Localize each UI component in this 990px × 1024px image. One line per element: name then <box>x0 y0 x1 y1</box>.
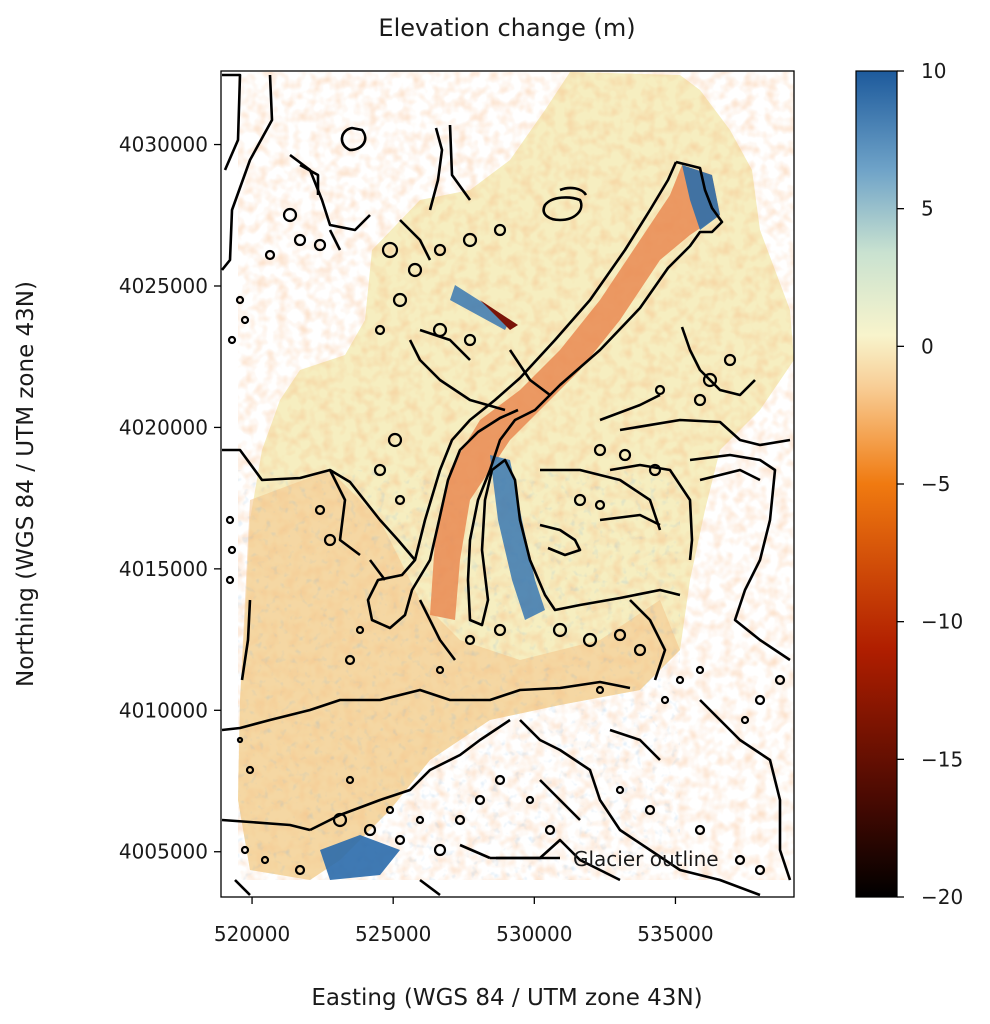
colorbar-gradient <box>855 70 898 898</box>
colorbar-ticks: 10 5 0 −5 −10 −15 −20 <box>897 59 963 909</box>
elevation-change-raster <box>238 72 794 880</box>
map-panel: Glacier outline <box>221 71 794 897</box>
colorbar-tick-label: −20 <box>921 885 963 909</box>
colorbar-tick-label: −15 <box>921 747 963 771</box>
map-legend: Glacier outline <box>496 847 719 871</box>
y-tick-label: 4025000 <box>119 274 208 298</box>
y-axis: 4030000 4025000 4020000 4015000 4010000 40050… <box>119 133 221 864</box>
x-axis: 520000 525000 530000 535000 <box>214 897 714 946</box>
y-tick-label: 4020000 <box>119 415 208 439</box>
legend-label-glacier-outline: Glacier outline <box>573 847 719 871</box>
y-tick-label: 4005000 <box>119 840 208 864</box>
plot-frame <box>220 70 795 898</box>
x-axis-label: Easting (WGS 84 / UTM zone 43N) <box>311 985 702 1011</box>
y-tick-label: 4010000 <box>119 698 208 722</box>
y-axis-label: Northing (WGS 84 / UTM zone 43N) <box>13 281 39 687</box>
colorbar-tick-label: 5 <box>921 197 934 221</box>
colorbar-tick-label: 10 <box>921 59 946 83</box>
x-tick-label: 535000 <box>637 922 713 946</box>
colorbar-tick-label: −5 <box>921 472 950 496</box>
y-tick-label: 4030000 <box>119 133 208 157</box>
x-tick-label: 520000 <box>214 922 290 946</box>
colorbar-tick-label: −10 <box>921 610 963 634</box>
colorbar: 10 5 0 −5 −10 −15 −20 <box>855 59 963 909</box>
x-tick-label: 530000 <box>496 922 572 946</box>
x-tick-label: 525000 <box>355 922 431 946</box>
map-title: Elevation change (m) <box>378 14 635 42</box>
colorbar-tick-label: 0 <box>921 334 934 358</box>
outline-clusters <box>225 207 786 876</box>
glacier-outlines <box>221 73 792 897</box>
y-tick-label: 4015000 <box>119 557 208 581</box>
